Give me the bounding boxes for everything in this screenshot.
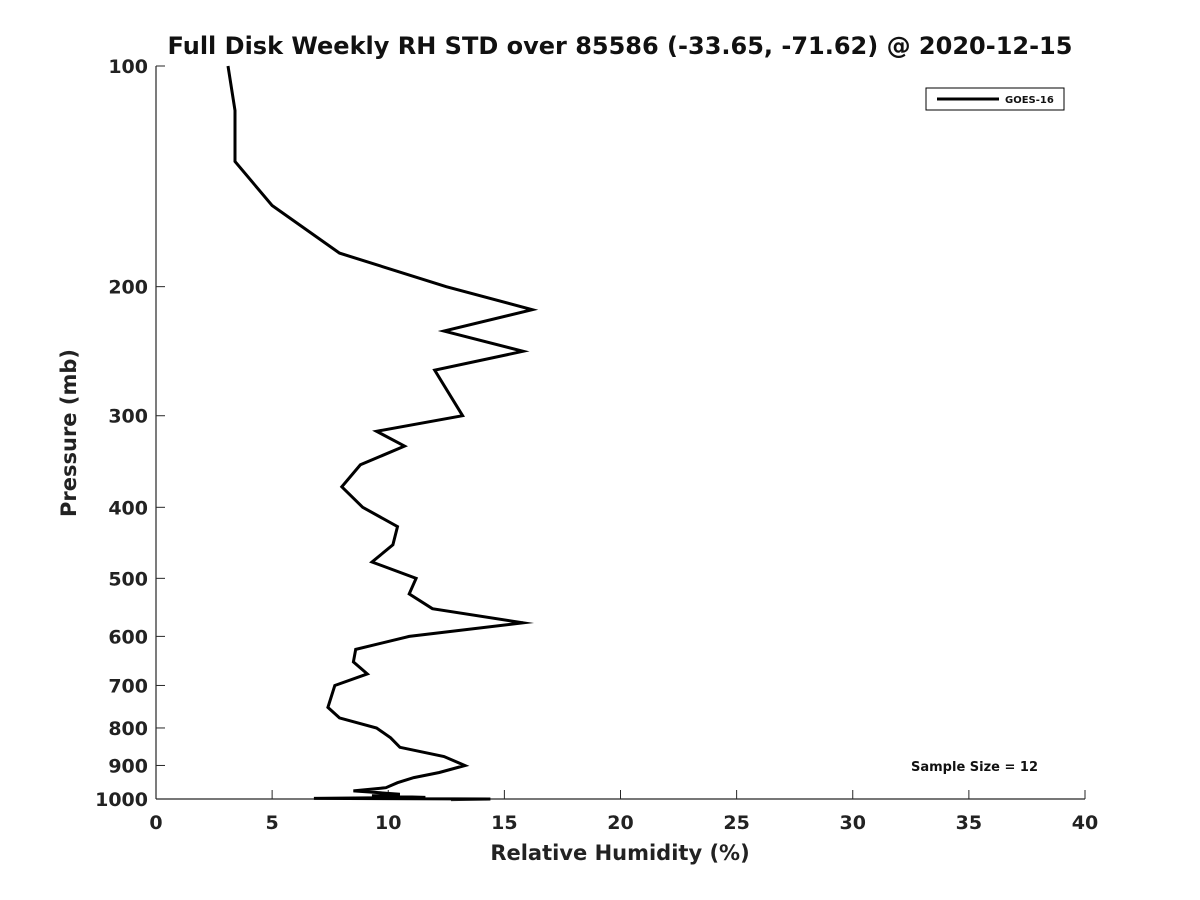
series-line-goes-16 (226, 65, 539, 802)
chart-title: Full Disk Weekly RH STD over 85586 (-33.… (168, 32, 1073, 60)
x-tick-label: 30 (840, 812, 866, 834)
axes (155, 66, 1085, 800)
x-tick-label: 10 (375, 812, 401, 834)
x-tick-label: 5 (266, 812, 279, 834)
series-layer (226, 65, 539, 802)
x-axis-label: Relative Humidity (%) (490, 841, 749, 865)
y-tick-label: 500 (108, 568, 148, 590)
y-tick-label: 800 (108, 718, 148, 740)
sample-size-annotation: Sample Size = 12 (911, 760, 1038, 775)
x-tick-label: 20 (607, 812, 633, 834)
x-axis-ticks: 0 5 10 15 20 25 30 35 40 (149, 790, 1098, 834)
x-tick-label: 35 (956, 812, 982, 834)
y-tick-label: 100 (108, 56, 148, 78)
y-tick-label: 300 (108, 406, 148, 428)
y-tick-label: 600 (108, 626, 148, 648)
x-tick-label: 25 (723, 812, 749, 834)
y-tick-label: 900 (108, 755, 148, 777)
x-tick-label: 0 (149, 812, 162, 834)
y-axis-label: Pressure (mb) (57, 349, 81, 517)
legend-label-goes-16: GOES-16 (1005, 95, 1054, 106)
y-tick-label: 700 (108, 675, 148, 697)
y-axis-ticks: 100 200 300 400 500 600 700 800 900 1000 (95, 56, 165, 811)
x-tick-label: 40 (1072, 812, 1098, 834)
y-tick-label: 1000 (95, 789, 148, 811)
y-tick-label: 200 (108, 277, 148, 299)
legend: GOES-16 (925, 87, 1065, 111)
y-tick-label: 400 (108, 497, 148, 519)
x-tick-label: 15 (491, 812, 517, 834)
